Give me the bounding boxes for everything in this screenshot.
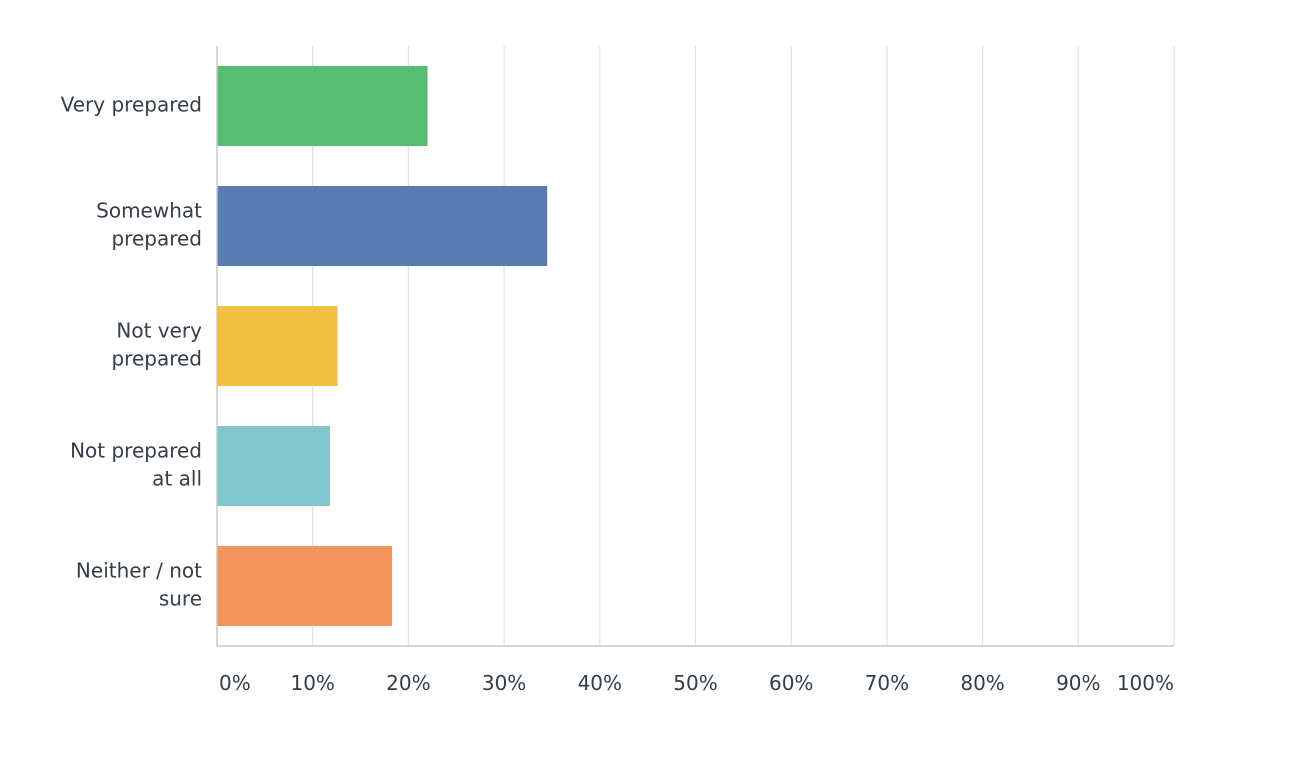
category-label-3: Not prepared at all (70, 439, 202, 491)
category-labels: Very prepared Somewhat prepared Not very pre… (61, 93, 203, 611)
x-tick-label-30: 30% (482, 671, 526, 695)
x-tick-label-0: 0% (219, 671, 251, 695)
category-label-line: Very prepared (61, 93, 202, 117)
category-label-line: Not very (116, 319, 202, 343)
category-label-line: prepared (111, 347, 202, 371)
bar-2 (217, 306, 338, 386)
category-label-line: sure (159, 587, 202, 611)
gridlines (312, 46, 1175, 646)
axes (216, 46, 1174, 647)
x-tick-label-50: 50% (673, 671, 717, 695)
x-tick-label-100: 100% (1117, 671, 1174, 695)
bar-1 (217, 186, 548, 266)
category-label-0: Very prepared (61, 93, 202, 117)
category-label-line: Not prepared (70, 439, 202, 463)
category-label-4: Neither / not sure (76, 559, 202, 611)
category-label-1: Somewhat prepared (96, 199, 202, 251)
x-tick-label-10: 10% (290, 671, 334, 695)
bar-3 (217, 426, 330, 506)
x-tick-labels: 0% 10% 20% 30% 40% 50% 60% 70% 80% 90% 100% (219, 671, 1174, 695)
category-label-line: Neither / not (76, 559, 202, 583)
category-label-2: Not very prepared (111, 319, 202, 371)
bar-4 (217, 546, 393, 626)
bars (217, 66, 548, 626)
x-tick-label-20: 20% (386, 671, 430, 695)
x-tick-label-60: 60% (769, 671, 813, 695)
category-label-line: prepared (111, 227, 202, 251)
category-label-line: Somewhat (96, 199, 202, 223)
x-tick-label-90: 90% (1056, 671, 1100, 695)
x-tick-label-80: 80% (960, 671, 1004, 695)
x-tick-label-70: 70% (865, 671, 909, 695)
bar-0 (217, 66, 428, 146)
category-label-line: at all (152, 467, 202, 491)
x-tick-label-40: 40% (578, 671, 622, 695)
